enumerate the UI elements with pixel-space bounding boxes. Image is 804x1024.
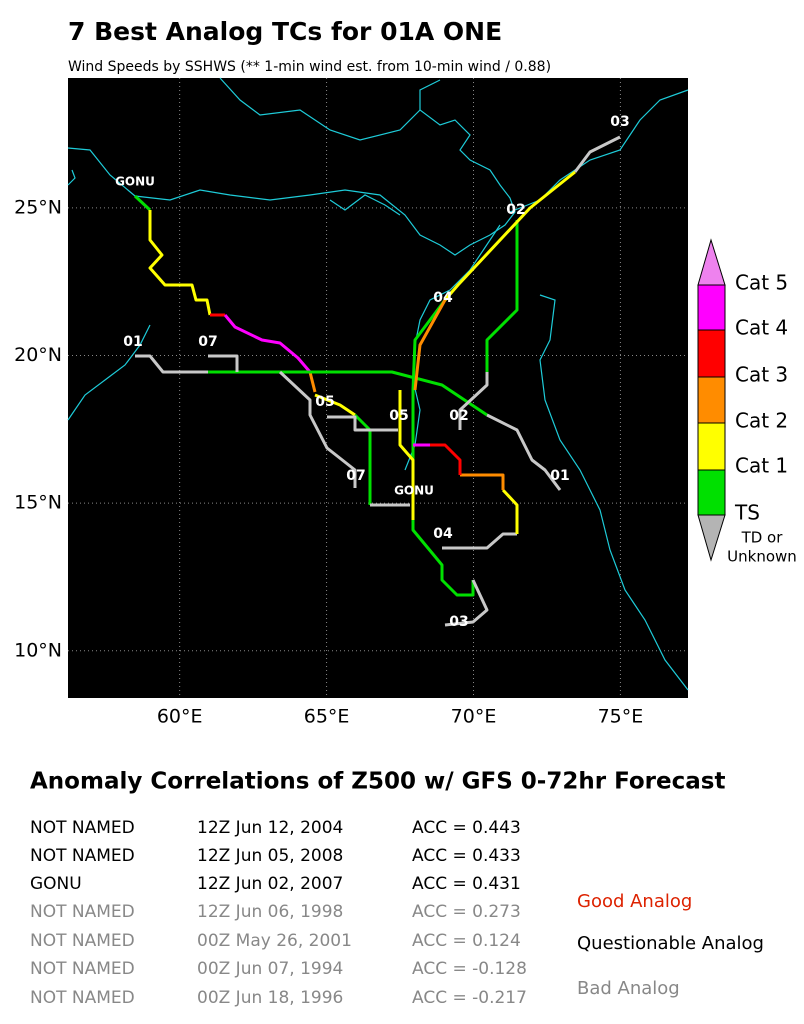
table-cell: ACC = 0.443 — [412, 818, 521, 838]
y-tick-label: 25°N — [14, 196, 62, 218]
table-cell: ACC = 0.433 — [412, 846, 521, 866]
legend-label: Unknown — [727, 548, 797, 566]
table-cell: 00Z May 26, 2001 — [197, 931, 352, 951]
track-label: 01 — [123, 334, 142, 350]
legend-label: Cat 1 — [735, 454, 788, 478]
x-tick-label: 60°E — [157, 706, 203, 728]
legend-label: Cat 2 — [735, 409, 788, 433]
y-tick-label: 20°N — [14, 344, 62, 366]
key-label: Questionable Analog — [577, 933, 764, 954]
colorbar — [697, 238, 726, 562]
track-label: 01 — [550, 468, 569, 484]
track-label: 04 — [433, 526, 453, 542]
tracks — [133, 135, 621, 627]
table-cell: 12Z Jun 02, 2007 — [197, 874, 343, 894]
table-cell: NOT NAMED — [30, 931, 135, 951]
table-cell: NOT NAMED — [30, 988, 135, 1008]
title: 7 Best Analog TCs for 01A ONE — [68, 17, 502, 46]
track-label: GONU — [394, 484, 434, 498]
subtitle: Wind Speeds by SSHWS (** 1-min wind est.… — [68, 59, 551, 75]
table-cell: ACC = -0.217 — [412, 988, 527, 1008]
track-label: GONU — [115, 175, 155, 189]
table-cell: ACC = 0.431 — [412, 874, 521, 894]
track-label: 04 — [433, 290, 453, 306]
table-cell: ACC = 0.273 — [412, 902, 521, 922]
x-tick-label: 75°E — [598, 706, 644, 728]
map-background — [68, 78, 688, 698]
table-cell: NOT NAMED — [30, 818, 135, 838]
track-label: 03 — [610, 114, 629, 130]
table-cell: NOT NAMED — [30, 902, 135, 922]
key-label: Bad Analog — [577, 978, 680, 999]
track-label: 02 — [449, 408, 468, 424]
table-title: Anomaly Correlations of Z500 w/ GFS 0-72… — [30, 769, 725, 795]
key-label: Good Analog — [577, 891, 692, 912]
legend-label: Cat 4 — [735, 316, 788, 340]
track-label: 02 — [506, 202, 525, 218]
table-cell: GONU — [30, 874, 82, 894]
track-label: 07 — [198, 334, 217, 350]
y-tick-label: 10°N — [14, 639, 62, 661]
track-label: 05 — [315, 394, 334, 410]
table-cell: ACC = 0.124 — [412, 931, 521, 951]
table-cell: 00Z Jun 18, 1996 — [197, 988, 343, 1008]
x-tick-label: 70°E — [451, 706, 497, 728]
table-cell: 12Z Jun 06, 1998 — [197, 902, 343, 922]
track-label: 03 — [449, 614, 468, 630]
x-tick-label: 65°E — [304, 706, 350, 728]
y-tick-label: 15°N — [14, 492, 62, 514]
legend-label: TD or — [741, 529, 784, 547]
legend-label: Cat 5 — [735, 271, 788, 295]
table-cell: ACC = -0.128 — [412, 959, 527, 979]
legend-label: TS — [734, 501, 760, 525]
table-cell: NOT NAMED — [30, 959, 135, 979]
table-cell: NOT NAMED — [30, 846, 135, 866]
track-label: 05 — [389, 408, 408, 424]
track-label: 07 — [346, 468, 365, 484]
legend-label: Cat 3 — [735, 363, 788, 387]
table-cell: 00Z Jun 07, 1994 — [197, 959, 343, 979]
table-cell: 12Z Jun 12, 2004 — [197, 818, 343, 838]
table-cell: 12Z Jun 05, 2008 — [197, 846, 343, 866]
